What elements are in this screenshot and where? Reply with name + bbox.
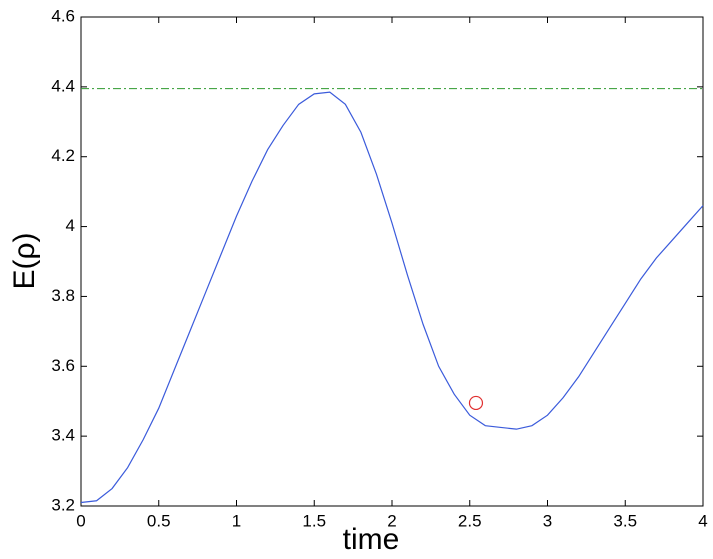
x-tick-label: 4 xyxy=(698,511,707,530)
y-tick-label: 3.6 xyxy=(51,356,75,375)
x-tick-label: 1.5 xyxy=(302,511,326,530)
x-tick-label: 2.5 xyxy=(458,511,482,530)
y-tick-label: 3.8 xyxy=(51,286,75,305)
x-tick-label: 0.5 xyxy=(147,511,171,530)
x-tick-label: 3 xyxy=(543,511,552,530)
data-line xyxy=(80,91,704,504)
x-axis-title: time xyxy=(343,523,400,556)
y-tick-label: 4.4 xyxy=(51,76,75,95)
marker xyxy=(468,395,484,411)
y-tick-label: 3.4 xyxy=(51,426,75,445)
y-tick-label: 3.2 xyxy=(51,495,75,514)
x-tick-label: 3.5 xyxy=(613,511,637,530)
y-tick-label: 4 xyxy=(66,216,75,235)
x-tick-label: 0 xyxy=(76,511,85,530)
x-tick-label: 1 xyxy=(232,511,241,530)
y-tick-label: 4.2 xyxy=(51,146,75,165)
y-tick-label: 4.6 xyxy=(51,6,75,25)
x-tick-label: 2 xyxy=(387,511,396,530)
y-axis-title: E(ρ) xyxy=(8,232,41,289)
axes-box xyxy=(80,16,704,507)
